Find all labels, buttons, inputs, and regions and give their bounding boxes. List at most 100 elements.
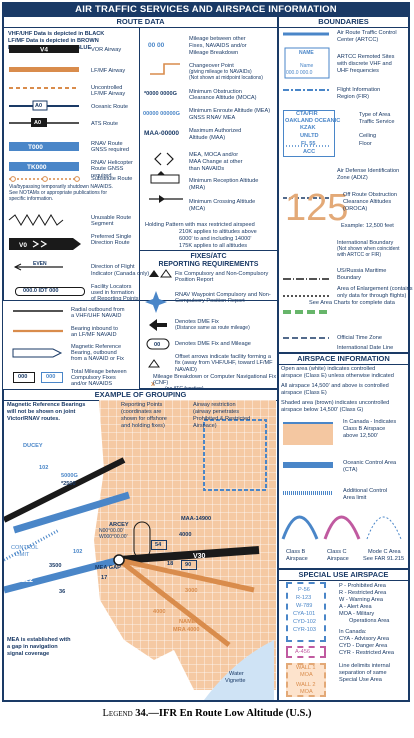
area-cyr103: CYR-103	[293, 627, 317, 633]
rcag-box-name: NAME	[299, 50, 314, 56]
rcag-label-1: ARTCC Remoted Sites	[337, 54, 395, 60]
lfmf-airway-label: LF/MF Airway	[91, 68, 126, 74]
substitute-note-2: See NOTAMs or appropriate publications f…	[9, 190, 108, 196]
water-vignette	[204, 640, 274, 700]
route-102-b: 102	[73, 549, 83, 555]
area-w789: W-789	[296, 603, 313, 609]
total-mileage-box-2	[41, 372, 63, 383]
grouping-airway-note-3: Prohibited & Restricted	[193, 416, 251, 422]
airspace-p3-1: Shaded area (brown) indicates uncontroll…	[281, 400, 390, 406]
mea-label-2: GNSS RNAV MEA	[189, 115, 236, 121]
coord-w: W000°00.00'	[99, 534, 128, 540]
rcag-label-3: UHF frequencies	[337, 68, 379, 74]
rnav-heli-symbol-label: TK000	[27, 164, 47, 171]
legend-frame: AIR TRAFFIC SERVICES AND AIRSPACE INFORM…	[2, 2, 413, 702]
grouping-reporting-note-1: Reporting Points	[121, 402, 163, 408]
maritime-label-1: US/Russia Maritime	[337, 268, 387, 274]
fix-compulsory-label: Fix Compulsory and Non-Compulsory Positi…	[175, 271, 269, 284]
special-use-title: SPECIAL USE AIRSPACE	[279, 570, 408, 581]
mileage-box-90	[181, 560, 197, 570]
alt-change-symbol	[149, 152, 183, 203]
oroca-label-1: Off Route Obstruction	[343, 192, 397, 198]
boundaries-section: BOUNDARIES	[278, 16, 409, 353]
special-canada-3: CYD - Danger Area	[339, 643, 388, 649]
wall-2-label: WALL 2	[296, 682, 316, 688]
boundary-symbols	[283, 32, 330, 355]
substitute-node-2	[42, 176, 48, 182]
grouping-airway-note-1: Airway restriction	[193, 402, 236, 408]
total-mileage-box-1	[13, 372, 35, 383]
offset-arrow-icon	[148, 359, 160, 368]
rnav-heli-symbol	[9, 162, 79, 171]
special-legend-5: MOA - Military	[339, 611, 375, 617]
time-zone-label: Official Time Zone	[337, 335, 382, 341]
wall-1-moa: MOA	[300, 672, 313, 678]
compulsory-fix-icon	[149, 270, 159, 277]
total-mileage-label-1: Total Mileage between	[71, 369, 127, 375]
mea-note-2: a gap in navigation	[7, 644, 58, 650]
moca-symbol: *0000 0000G	[144, 91, 177, 97]
route-2500: *2500	[61, 481, 76, 487]
radial-label-2: a VHF/UHF NAVAID	[71, 313, 122, 319]
changeover-label-2: (giving mileage to NAVAIDs)	[189, 69, 252, 75]
mea-symbol: 00000 00000G	[143, 111, 181, 117]
special-legend-1: P - Prohibited Area	[339, 583, 386, 589]
wall-1-label: WALL 1	[296, 665, 316, 671]
additional-label-1: Additional Control	[343, 488, 388, 494]
route-v30: V30	[193, 553, 206, 560]
route-symbols-svg: V4 V0	[8, 45, 81, 271]
route-v36: V36	[33, 484, 43, 490]
rnav-route-label: RNAV Route GNSS required	[91, 141, 129, 154]
changeover-symbol	[150, 63, 180, 75]
mea-note-3: signal coverage	[7, 651, 50, 657]
mra-label-2: (MRA)	[189, 185, 206, 191]
date-line-label: International Date Line	[337, 345, 394, 351]
moca-label-2: Clearance Altitude (MOCA)	[189, 95, 257, 101]
maa-label-1: Maximum Authorized	[189, 128, 242, 134]
additional-label-2: Area limit	[343, 495, 367, 501]
locator-label-3: of Reporting Points	[91, 296, 139, 302]
maritime-label-2: Boundary	[337, 275, 361, 281]
rcag-box-freq: 000.0 000.0	[286, 70, 313, 76]
mode-c-icon	[366, 516, 402, 540]
water-label-2: Vignette	[225, 678, 246, 684]
adiz-label-1: Air Defense Identification	[337, 168, 400, 174]
caption-number: 34.	[135, 708, 149, 719]
wall-2-moa: MOA	[300, 689, 313, 695]
rcag-label-2: with discrete VHF and	[337, 61, 392, 67]
coord-n: N00°00.00'	[99, 528, 124, 534]
rnav-waypoint-icon	[145, 291, 167, 313]
dme-mileage-value: 00	[154, 342, 161, 348]
area-cya101: CYA-101	[293, 611, 316, 617]
fixes-section: FIXES/ATC REPORTING REQUIREMENTS	[139, 250, 278, 389]
oroca-label-2: Clearance Altitudes	[343, 199, 392, 205]
preferred-route-chevrons	[32, 240, 48, 248]
dme-fix-label: Denotes DME Fix	[175, 319, 219, 325]
locator-label-1: Facility Locators	[91, 284, 132, 290]
vor-airway-symbol	[9, 45, 79, 53]
class-c-icon	[323, 515, 361, 540]
offset-arrow-label: Offset arrows indicate facility forming …	[175, 354, 273, 373]
area-p56: P-56	[298, 587, 310, 593]
alt-change-label-3: than NAVAIDs	[189, 166, 225, 172]
fix-symbols: x	[145, 269, 172, 388]
place-mra: MRA 4000	[173, 627, 200, 633]
cta-line-6: ACC	[303, 149, 316, 155]
place-mea-gap: MEA GAP	[95, 565, 121, 571]
type-area-label-1: Type of Area	[359, 112, 391, 118]
grouping-reporting-note-4: and holding fixes)	[121, 423, 165, 429]
substitute-node-1	[10, 176, 16, 182]
class-b-icon	[281, 515, 319, 540]
alt-change-label-2: MAA Change at other	[189, 159, 243, 165]
alert-area-box	[286, 646, 326, 658]
substitute-route-label: Substitute Route	[91, 176, 133, 182]
direction-label-2: Indicator (Canada only)	[91, 271, 150, 277]
enlargement-label-2: only data for through flights)	[337, 293, 407, 299]
intl-label-3: with ARTCC or FIR)	[337, 252, 382, 258]
cnf-icon: x	[151, 381, 155, 388]
floor-label: Floor	[359, 141, 372, 147]
airspace-p2-2: airspace (Class E)	[281, 390, 327, 396]
intl-label-1: International Boundary	[337, 240, 394, 246]
mode-c-label-2: See FAR 91.215	[363, 556, 405, 562]
holding-label-1: Holding Pattern with max restricted airs…	[145, 222, 255, 228]
